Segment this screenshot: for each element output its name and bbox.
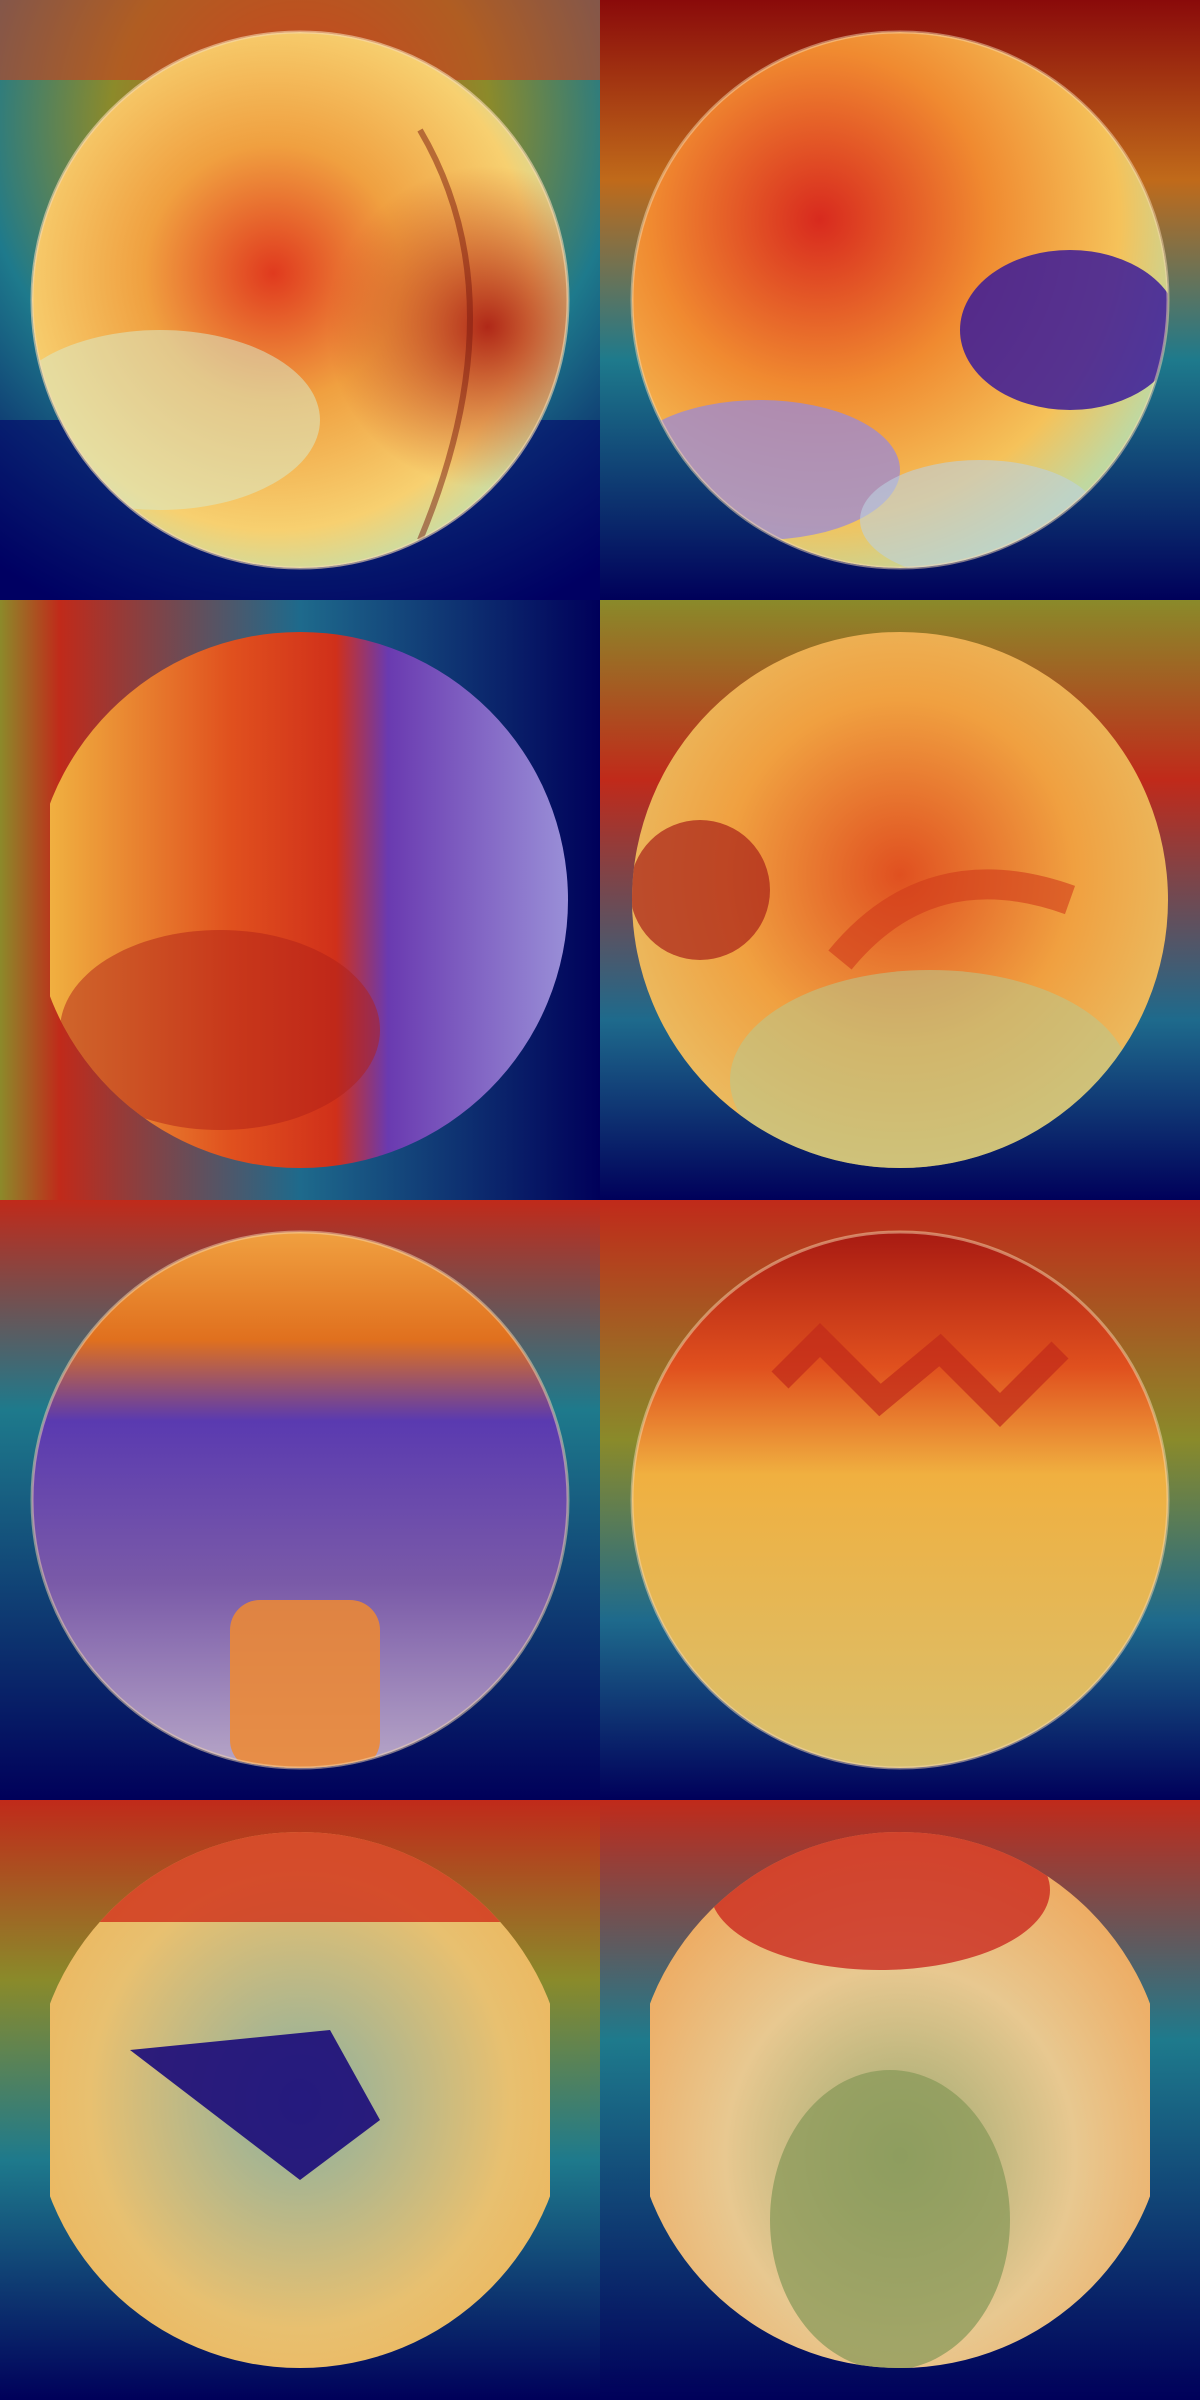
heatmap-image <box>0 1800 600 2400</box>
heatmap-image <box>600 1800 1200 2400</box>
heatmap-panel <box>600 1800 1200 2400</box>
heatmap-panel <box>600 0 1200 600</box>
heatmap-image <box>600 1200 1200 1800</box>
heatmap-image <box>0 1200 600 1800</box>
heatmap-image <box>600 0 1200 600</box>
heatmap-panel <box>0 0 600 600</box>
heatmap-panel <box>0 1800 600 2400</box>
heatmap-panel <box>600 1200 1200 1800</box>
heatmap-image <box>0 600 600 1200</box>
heatmap-image <box>600 600 1200 1200</box>
heatmap-panel <box>600 600 1200 1200</box>
heatmap-image <box>0 0 600 600</box>
heatmap-panel <box>0 1200 600 1800</box>
heatmap-panel <box>0 600 600 1200</box>
